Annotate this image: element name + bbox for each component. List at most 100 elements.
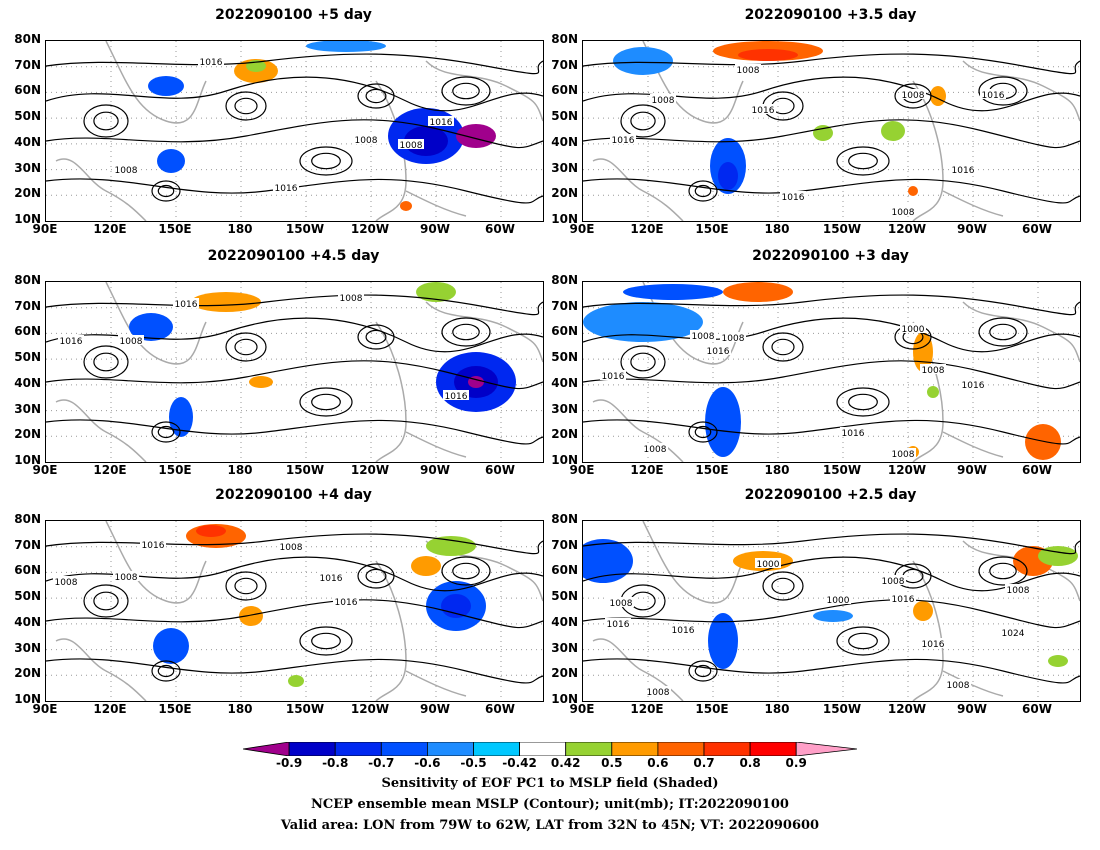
sensitivity-shading (400, 201, 412, 211)
lon-label: 120E (93, 222, 127, 236)
lat-label: 70N (14, 57, 41, 72)
isobar-contour (630, 111, 656, 131)
isobar-contour (583, 178, 1080, 204)
coastline (942, 670, 1004, 697)
lon-label: 180 (227, 222, 253, 236)
contour-label-bg (443, 390, 469, 400)
lon-label: 180 (764, 702, 790, 716)
sensitivity-shading (583, 302, 703, 342)
lat-label: 10N (14, 212, 41, 226)
sensitivity-shading (583, 539, 633, 583)
lat-label: 40N (14, 134, 41, 149)
map-area: 1008 1008 1016 1008 1016 1016 1016 1016 1008 (582, 40, 1081, 222)
contour-label-bg (780, 191, 806, 201)
isobar-contour (848, 152, 878, 170)
sensitivity-shading (288, 675, 304, 687)
map-panel: 2022090100 +3.5 day 1008 1008 1016 1008 1016 1… (551, 7, 1081, 236)
contour-label: 1016 (60, 337, 83, 347)
isobar-contour (583, 419, 1080, 445)
contour-label: 1008 (1007, 586, 1030, 596)
coastline (425, 301, 543, 363)
isobar-contour (583, 317, 1080, 353)
isobar-contour (836, 387, 890, 417)
map-svg: 1008 1008 1016 1008 1016 1016 1016 1016 1008 (583, 41, 1080, 221)
lon-label: 150E (695, 222, 729, 236)
lat-label: 50N (551, 109, 578, 124)
coastline (592, 399, 684, 462)
sensitivity-shading (613, 47, 673, 75)
lat-label: 40N (14, 614, 41, 629)
lat-label: 40N (14, 375, 41, 390)
contour-label-bg (890, 206, 916, 216)
sensitivity-shading (157, 149, 185, 173)
isobar-contour (978, 317, 1028, 347)
coastline (425, 60, 543, 122)
panel-title: 2022090100 +3 day (752, 248, 909, 264)
sensitivity-shading (441, 594, 471, 618)
contour-label-bg (945, 679, 971, 689)
isobar-contour (151, 421, 181, 443)
coastline (942, 190, 1004, 217)
sensitivity-shading (1025, 424, 1061, 460)
lat-label: 20N (551, 427, 578, 442)
isobar-contour (151, 660, 181, 682)
isobar-contour (46, 76, 543, 112)
map-area: 1008 1016 1000 1016 1008 1008 1016 1016 1008 1008 (582, 281, 1081, 463)
isobar-contour (583, 360, 1080, 390)
contour-label: 1016 (612, 136, 635, 146)
contour-label: 1008 (902, 91, 925, 101)
contour-label-bg (920, 364, 946, 374)
isobar-contour (762, 332, 804, 362)
isobar-contour (694, 425, 712, 439)
lat-label: 50N (551, 350, 578, 365)
contour-label: 1000 (827, 596, 850, 606)
isobar-contour (225, 332, 267, 362)
lon-label: 60W (485, 463, 515, 477)
isobar-contour (583, 658, 1080, 684)
lon-label: 60W (1022, 702, 1052, 716)
isobar-contour (299, 387, 353, 417)
lon-label: 90E (569, 702, 595, 716)
coastline (405, 670, 467, 697)
isobar-contour (357, 324, 395, 350)
contour-label: 1008 (692, 332, 715, 342)
lon-label: 90W (420, 222, 450, 236)
sensitivity-shading (411, 556, 441, 576)
contour-label: 1008 (115, 166, 138, 176)
contour-label-bg (645, 686, 671, 696)
contour-label-bg (705, 345, 731, 355)
contour-label-bg (140, 539, 166, 549)
contour-label-bg (428, 116, 454, 126)
lat-label: 60N (14, 324, 41, 339)
contour-label: 1024 (1002, 629, 1025, 639)
isobar-contour (771, 577, 795, 595)
lat-label: 50N (14, 589, 41, 604)
lon-label: 180 (227, 702, 253, 716)
sensitivity-shading (708, 613, 738, 669)
sensitivity-shading (813, 610, 853, 622)
contour-label-bg (118, 335, 144, 345)
lat-label: 10N (551, 453, 578, 467)
coastline (592, 158, 684, 221)
lon-label: 120W (887, 463, 927, 477)
contour-label: 1016 (952, 166, 975, 176)
contour-label: 1008 (647, 688, 670, 698)
lat-label: 20N (14, 186, 41, 201)
coastline (942, 431, 1004, 458)
isobar-contour (234, 97, 258, 115)
colorbar-segment (334, 741, 382, 757)
contour-label: 1008 (947, 681, 970, 691)
lon-label: 150W (822, 463, 862, 477)
map-panel: 2022090100 +4 day 1016 1008 1008 1008 1016 101… (14, 487, 544, 716)
contour-label-bg (353, 134, 379, 144)
lat-label: 20N (551, 666, 578, 681)
colorbar-segment (565, 741, 613, 757)
isobar-contour (46, 178, 543, 204)
sensitivity-shading (416, 282, 456, 302)
lon-label: 90W (957, 463, 987, 477)
contour-label: 1000 (902, 325, 925, 335)
contour-label-bg (1005, 584, 1031, 594)
contour-label-bg (880, 575, 906, 585)
isobar-contour (234, 577, 258, 595)
lat-label: 70N (551, 57, 578, 72)
